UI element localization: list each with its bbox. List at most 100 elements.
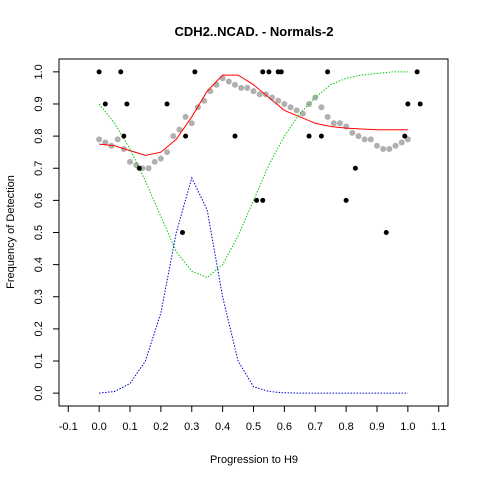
gray-points-layer xyxy=(96,75,411,172)
black-data-point xyxy=(343,197,349,203)
x-tick-label: 0.0 xyxy=(91,421,106,433)
black-data-point xyxy=(179,230,185,235)
y-axis: 0.0 0.1 0.2 0.3 0.4 0.5 0.6 0.7 0.8 0.9 1.0 xyxy=(33,64,59,401)
gray-data-point xyxy=(293,107,300,114)
black-data-point xyxy=(260,69,266,75)
black-data-point xyxy=(254,197,260,203)
gray-data-point xyxy=(164,149,171,156)
black-data-point xyxy=(232,133,238,139)
gray-data-point xyxy=(287,104,294,111)
gray-data-point xyxy=(275,97,282,104)
gray-data-point xyxy=(219,75,226,82)
black-data-point xyxy=(192,69,198,75)
gray-data-point xyxy=(336,120,343,127)
x-tick-label: 0.6 xyxy=(277,421,292,433)
red-curve xyxy=(99,74,408,156)
black-data-point xyxy=(96,69,102,75)
gray-data-point xyxy=(238,84,245,91)
gray-data-point xyxy=(256,91,263,98)
gray-data-point xyxy=(349,129,356,136)
black-data-point xyxy=(136,165,142,171)
black-data-point xyxy=(402,133,408,139)
gray-data-point xyxy=(102,139,109,146)
gray-data-point xyxy=(250,88,257,95)
black-data-point xyxy=(325,69,331,75)
x-axis-label: Progression to H9 xyxy=(210,454,298,466)
y-tick-label: 0.4 xyxy=(33,257,45,272)
black-points-layer xyxy=(96,69,423,235)
black-data-point xyxy=(306,133,312,139)
gray-data-point xyxy=(114,136,121,143)
black-data-point xyxy=(121,133,127,139)
y-tick-label: 0.5 xyxy=(33,225,45,240)
x-axis: -0.1 0.0 0.1 0.2 0.3 0.4 0.5 0.6 0.7 0.8 0.9 1.0 1.1 xyxy=(59,406,446,433)
black-data-point xyxy=(417,101,423,107)
gray-data-point xyxy=(244,84,251,91)
gray-data-point xyxy=(367,136,374,143)
gray-data-point xyxy=(170,133,177,140)
black-data-point xyxy=(118,69,124,75)
x-tick-label: 0.3 xyxy=(184,421,199,433)
gray-data-point xyxy=(188,120,195,127)
x-tick-label: 1.1 xyxy=(431,421,446,433)
chart-title: CDH2..NCAD. - Normals-2 xyxy=(175,24,334,39)
gray-data-point xyxy=(318,104,325,111)
gray-data-point xyxy=(361,136,368,143)
green-curve xyxy=(98,71,408,279)
black-data-point xyxy=(414,69,420,75)
black-data-point xyxy=(102,101,108,107)
gray-data-point xyxy=(299,110,306,117)
y-tick-label: 0.7 xyxy=(33,161,45,176)
plot-area xyxy=(96,69,423,394)
x-tick-label: 0.5 xyxy=(246,421,261,433)
y-tick-label: 0.1 xyxy=(33,353,45,368)
gray-data-point xyxy=(324,113,331,120)
gray-data-point xyxy=(96,136,103,143)
x-tick-label: 0.8 xyxy=(338,421,353,433)
y-tick-label: 0.0 xyxy=(33,385,45,400)
gray-data-point xyxy=(330,120,337,127)
gray-data-point xyxy=(373,142,380,149)
gray-data-point xyxy=(225,78,232,85)
y-tick-label: 0.3 xyxy=(33,289,45,304)
black-data-point xyxy=(124,101,130,107)
gray-data-point xyxy=(127,158,134,165)
gray-data-point xyxy=(386,145,393,152)
gray-data-point xyxy=(176,126,183,133)
gray-data-point xyxy=(392,142,399,149)
black-data-point xyxy=(405,101,411,107)
x-tick-label: 0.1 xyxy=(122,421,137,433)
x-tick-label: 0.4 xyxy=(215,421,230,433)
gray-data-point xyxy=(151,158,158,165)
curves-layer xyxy=(98,71,408,394)
y-tick-label: 0.6 xyxy=(33,193,45,208)
gray-data-point xyxy=(355,133,362,140)
gray-data-point xyxy=(157,155,164,162)
x-tick-label: -0.1 xyxy=(59,421,78,433)
y-axis-label: Frequency of Detection xyxy=(5,175,17,289)
y-tick-label: 0.8 xyxy=(33,128,45,143)
gray-data-point xyxy=(182,113,189,120)
gray-data-point xyxy=(398,139,405,146)
gray-data-point xyxy=(380,145,387,152)
black-data-point xyxy=(352,165,358,171)
gray-data-point xyxy=(281,100,288,107)
black-data-point xyxy=(383,230,389,235)
x-tick-label: 0.2 xyxy=(153,421,168,433)
x-tick-label: 1.0 xyxy=(400,421,415,433)
gray-data-point xyxy=(213,81,220,88)
gray-data-point xyxy=(207,88,214,95)
y-tick-label: 0.9 xyxy=(33,96,45,111)
black-data-point xyxy=(164,101,170,107)
x-tick-label: 0.9 xyxy=(369,421,384,433)
black-data-point xyxy=(266,69,272,75)
black-data-point xyxy=(260,197,266,203)
x-tick-label: 0.7 xyxy=(308,421,323,433)
black-data-point xyxy=(318,133,324,139)
y-tick-label: 0.2 xyxy=(33,321,45,336)
black-data-point xyxy=(183,133,189,139)
gray-data-point xyxy=(145,165,152,172)
blue-curve xyxy=(99,176,408,394)
gray-data-point xyxy=(201,97,208,104)
plot-frame xyxy=(58,58,449,407)
